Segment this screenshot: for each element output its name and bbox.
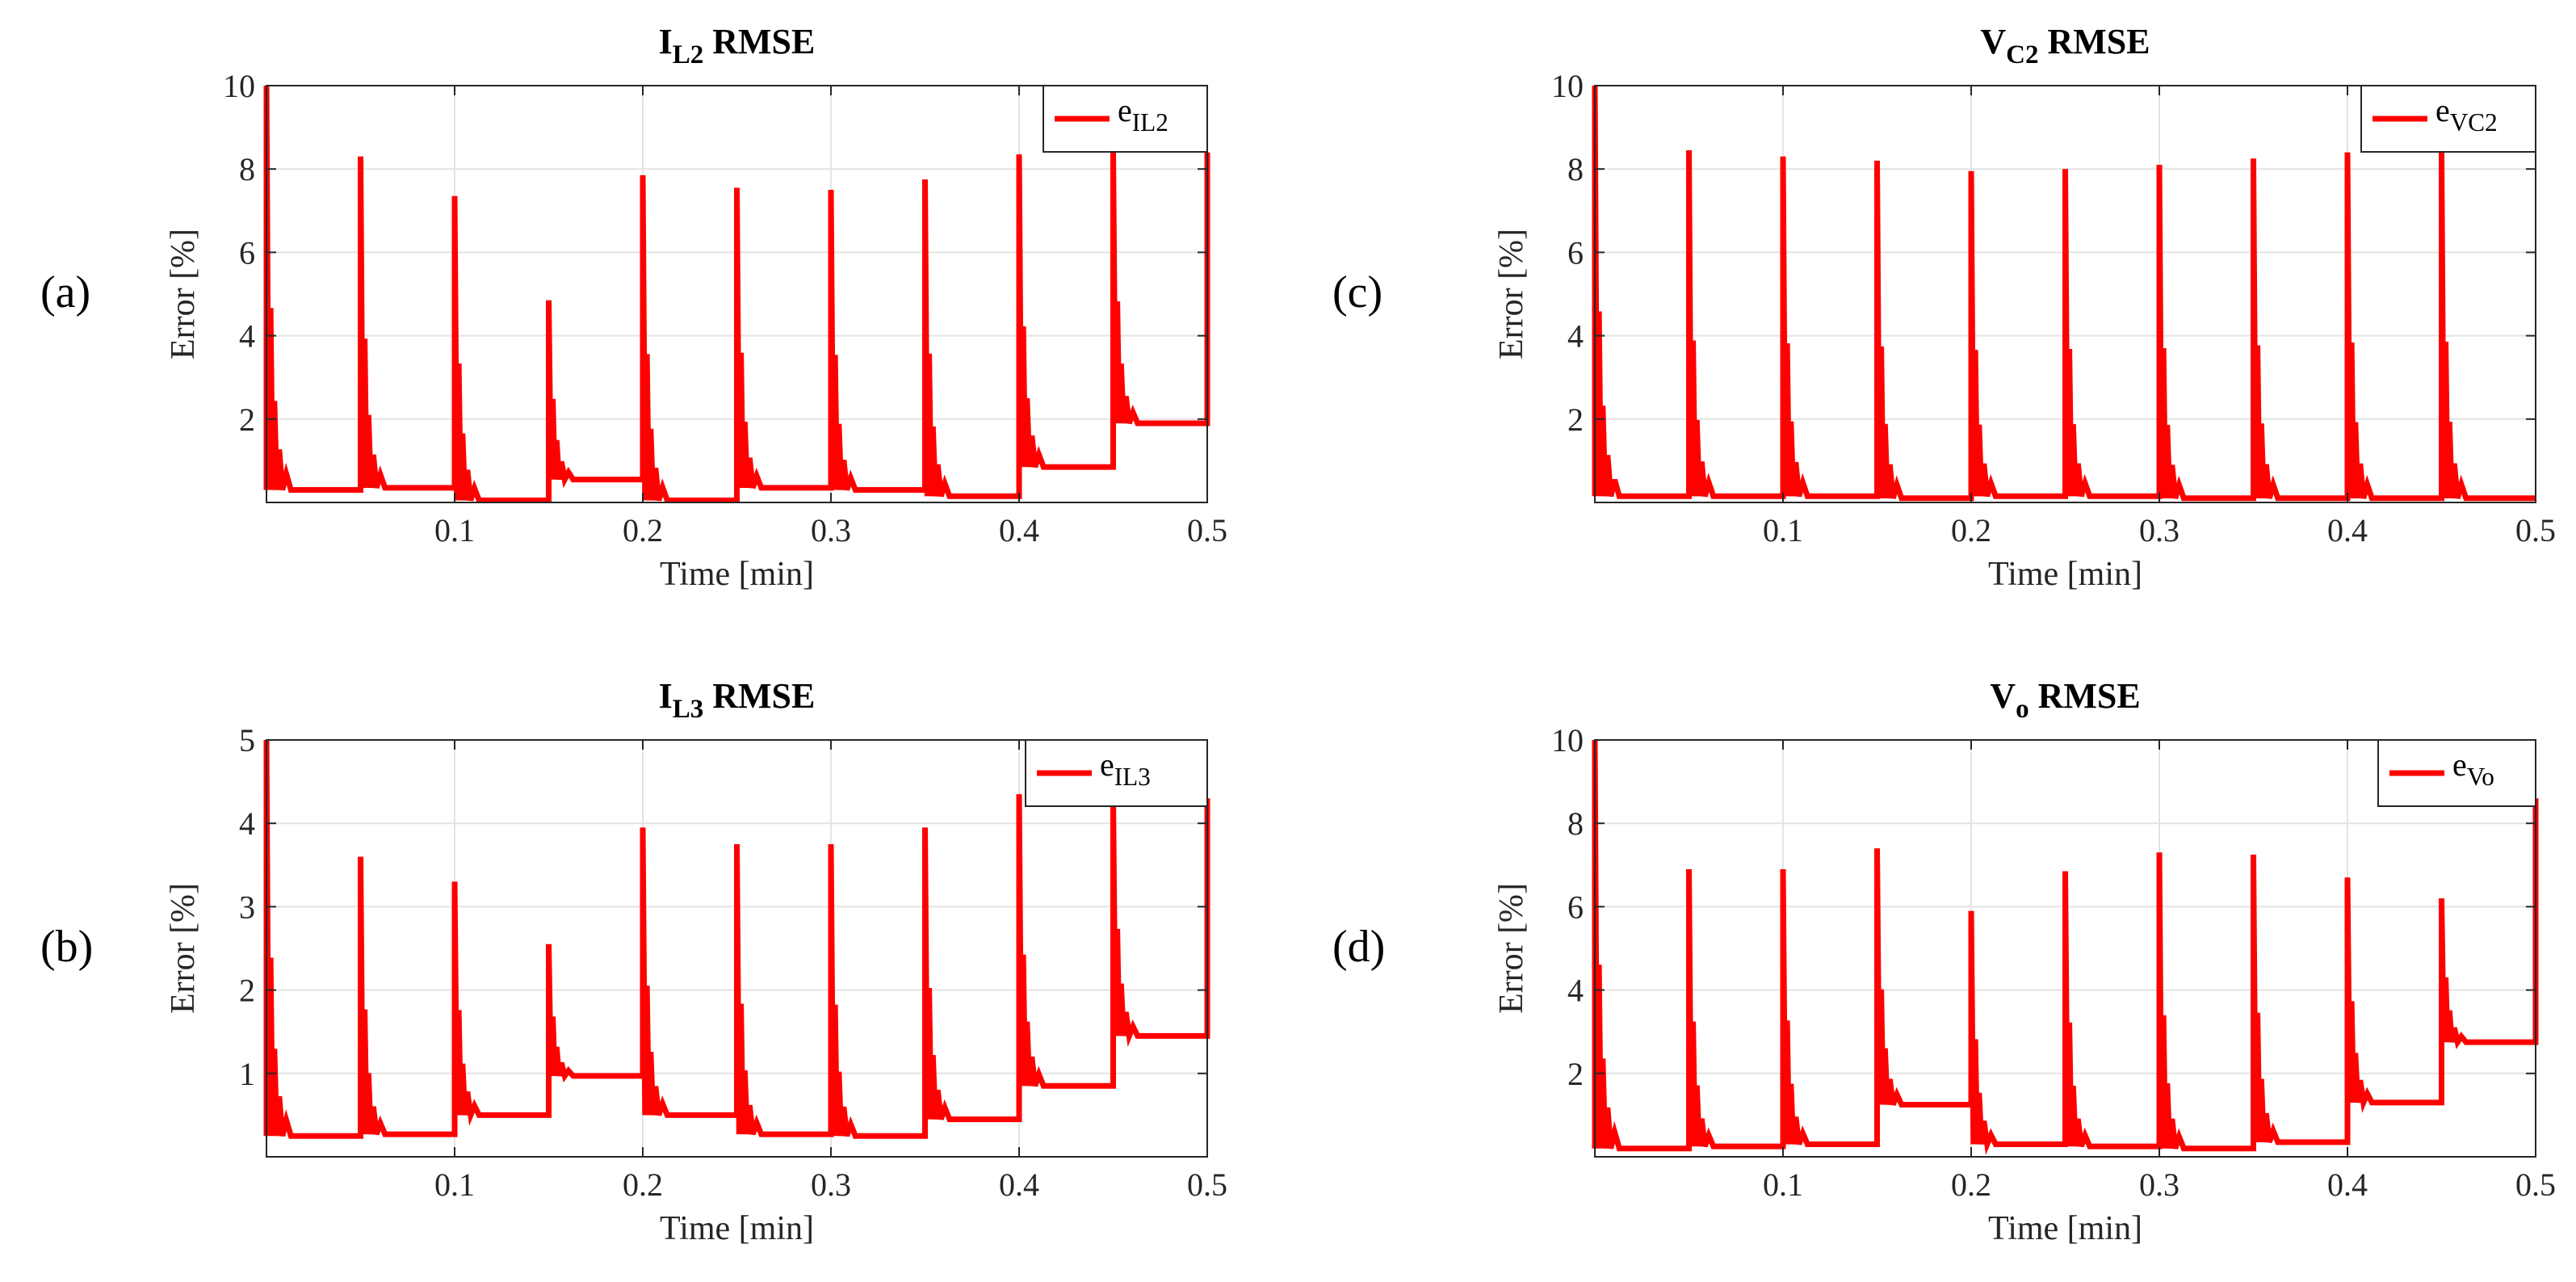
chart-title-rest: RMSE [703, 676, 815, 716]
legend-entry: eIL2 [1118, 92, 1168, 137]
chart-panel-a: (a) 0.1 0.2 0.3 0.4 0.5 2 4 6 8 10 Time [min] Error … [40, 22, 1227, 593]
chart-title-rest: RMSE [703, 22, 815, 61]
x-tick-label: 0.3 [2139, 1166, 2180, 1203]
y-tick-label: 2 [239, 973, 255, 1009]
x-tick-label: 0.1 [1763, 1166, 1803, 1203]
x-tick-label: 0.2 [623, 1166, 663, 1203]
x-axis-label: Time [min] [660, 556, 814, 593]
legend-entry-main: e [2435, 92, 2450, 128]
y-tick-label: 8 [239, 151, 255, 187]
y-axis-label: Error [%] [165, 229, 202, 359]
y-axis-label: Error [%] [1493, 883, 1530, 1014]
chart-panel-d: (d) 0.1 0.2 0.3 0.4 0.5 2 4 6 8 10 Time [min] Error … [1332, 676, 2556, 1247]
y-axis-label: Error [%] [1493, 229, 1530, 359]
chart-title-sub: L2 [673, 40, 704, 69]
y-tick-label: 4 [1567, 318, 1584, 355]
y-tick-label: 10 [1551, 722, 1584, 759]
legend-entry: eVo [2452, 746, 2494, 791]
legend-entry-main: e [1118, 92, 1132, 128]
x-tick-label: 0.5 [2515, 1166, 2556, 1203]
x-tick-label: 0.1 [434, 512, 475, 549]
legend-entry-sub: IL3 [1114, 763, 1151, 791]
legend-entry: eIL3 [1100, 746, 1151, 791]
x-tick-label: 0.5 [1187, 1166, 1227, 1203]
axes-box [1594, 739, 2536, 1158]
y-tick-label: 8 [1567, 151, 1584, 187]
y-tick-label: 10 [1551, 68, 1584, 104]
chart-title-main: I [659, 22, 673, 61]
y-tick-label: 1 [239, 1056, 255, 1092]
legend: eVC2 [2360, 85, 2536, 153]
y-tick-label: 5 [239, 722, 255, 759]
legend-entry-sub: Vo [2467, 763, 2494, 791]
y-tick-label: 4 [1567, 973, 1584, 1009]
series-line-e_Vo [1592, 739, 2539, 1155]
legend-entry-main: e [1100, 746, 1114, 783]
y-tick-label: 6 [1567, 889, 1584, 925]
x-axis-label: Time [min] [1988, 1210, 2142, 1247]
chart-title-rest: RMSE [2039, 22, 2150, 61]
chart-title: VC2 RMSE [1980, 22, 2150, 69]
y-tick-label: 6 [1567, 234, 1584, 271]
x-tick-label: 0.2 [1951, 1166, 1991, 1203]
x-tick-label: 0.2 [623, 512, 663, 549]
legend-entry-sub: VC2 [2450, 108, 2498, 137]
panel-label: (d) [1332, 922, 1385, 972]
x-tick-label: 0.3 [2139, 512, 2180, 549]
legend-entry-main: e [2452, 746, 2467, 783]
chart-title: Vo RMSE [1990, 676, 2140, 724]
series-line-e_IL3 [263, 739, 1210, 1139]
y-tick-label: 4 [239, 318, 255, 355]
chart-title-main: I [659, 676, 673, 716]
chart-title-sub: o [2016, 695, 2029, 724]
chart-title-main: V [1990, 676, 2016, 716]
x-axis-label: Time [min] [1988, 556, 2142, 593]
legend: eIL2 [1043, 85, 1208, 153]
x-tick-label: 0.3 [811, 1166, 851, 1203]
chart-title-main: V [1980, 22, 2006, 61]
y-tick-label: 8 [1567, 805, 1584, 842]
x-axis-label: Time [min] [660, 1210, 814, 1247]
panel-label: (b) [40, 922, 93, 972]
y-tick-label: 3 [239, 889, 255, 925]
legend: eVo [2377, 739, 2536, 807]
x-tick-label: 0.3 [811, 512, 851, 549]
x-tick-label: 0.2 [1951, 512, 1991, 549]
chart-title-sub: C2 [2006, 40, 2038, 69]
y-tick-label: 2 [1567, 401, 1584, 438]
legend-entry: eVC2 [2435, 92, 2498, 137]
axes-box [266, 739, 1208, 1158]
y-tick-label: 6 [239, 234, 255, 271]
chart-title: IL3 RMSE [659, 676, 816, 724]
y-axis-label: Error [%] [165, 883, 202, 1014]
y-tick-label: 2 [1567, 1056, 1584, 1092]
chart-panel-c: (c) 0.1 0.2 0.3 0.4 0.5 2 4 6 8 10 Time [min] Error … [1332, 22, 2556, 593]
x-tick-label: 0.4 [999, 512, 1039, 549]
x-tick-label: 0.1 [434, 1166, 475, 1203]
x-tick-label: 0.5 [2515, 512, 2556, 549]
y-tick-label: 2 [239, 401, 255, 438]
y-tick-label: 10 [223, 68, 255, 104]
x-tick-label: 0.4 [999, 1166, 1039, 1203]
x-tick-label: 0.4 [2327, 512, 2368, 549]
legend-entry-sub: IL2 [1132, 108, 1168, 137]
legend: eIL3 [1025, 739, 1208, 807]
panel-label: (a) [40, 267, 90, 317]
axes-box [1594, 85, 2536, 503]
chart-title-sub: L3 [673, 695, 704, 724]
panel-label: (c) [1332, 267, 1382, 317]
axes-box [266, 85, 1208, 503]
chart-panel-b: (b) 0.1 0.2 0.3 0.4 0.5 1 2 3 4 5 Time [min] Error [… [40, 676, 1227, 1247]
chart-title-rest: RMSE [2029, 676, 2141, 716]
x-tick-label: 0.5 [1187, 512, 1227, 549]
series-line-e_VC2 [1592, 85, 2536, 502]
x-tick-label: 0.1 [1763, 512, 1803, 549]
chart-title: IL2 RMSE [659, 22, 816, 69]
series-line-e_IL2 [263, 85, 1210, 503]
x-tick-label: 0.4 [2327, 1166, 2368, 1203]
y-tick-label: 4 [239, 805, 255, 842]
